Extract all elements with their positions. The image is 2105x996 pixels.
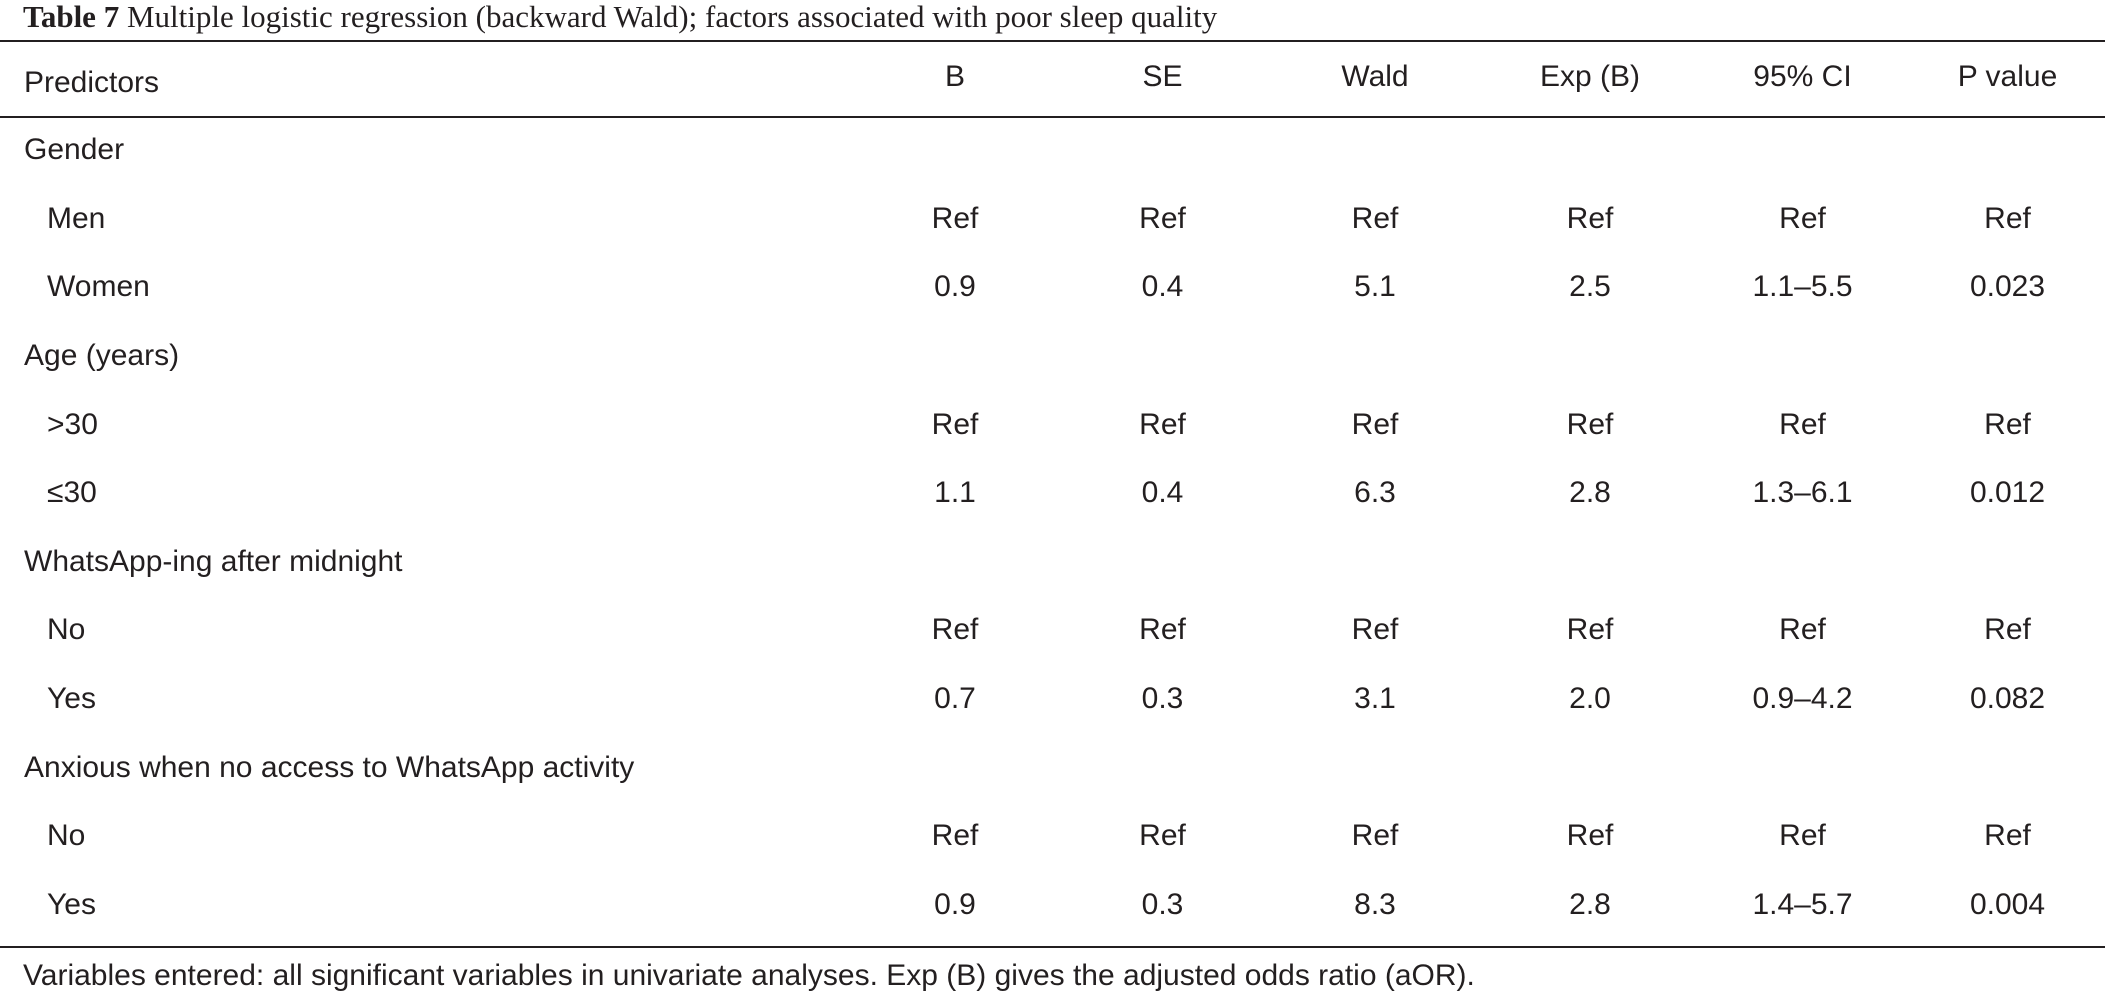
cell-95-ci: Ref	[1779, 613, 1826, 647]
cell-wald: Ref	[1351, 407, 1399, 441]
cell-wald: Ref	[1351, 819, 1399, 853]
cell-se: Ref	[1139, 407, 1186, 441]
cell-p-value: 0.023	[1969, 270, 2046, 304]
cell-b: Ref	[931, 613, 979, 647]
cell-exp-b: 2.0	[1569, 682, 1611, 716]
cell-p-value: Ref	[1984, 201, 2031, 235]
cell-exp-b: Ref	[1566, 201, 1614, 235]
cell-exp-b: 2.8	[1569, 476, 1611, 510]
cell-se: 0.3	[1141, 682, 1184, 716]
row-label: Yes	[47, 887, 96, 921]
table-row: Yes 0.7 0.3 3.1 2.0 0.9–4.2 0.082	[0, 665, 2105, 734]
table-bottom-rule	[0, 946, 2105, 948]
table-row: Women 0.9 0.4 5.1 2.5 1.1–5.5 0.023	[0, 253, 2105, 322]
cell-95-ci: Ref	[1779, 407, 1826, 441]
cell-p-value: 0.004	[1969, 887, 2046, 921]
table-group-row: WhatsApp-ing after midnight	[0, 528, 2105, 597]
cell-95-ci: 0.9–4.2	[1752, 682, 1853, 716]
table-body: Gender Men Ref Ref Ref Ref Ref Ref Women 0.9 0.4 5.…	[0, 116, 2105, 939]
cell-b: 0.9	[934, 270, 976, 304]
row-label: No	[47, 613, 86, 647]
table-header-rule	[0, 116, 2105, 118]
cell-p-value: Ref	[1984, 819, 2031, 853]
cell-b: 0.9	[934, 887, 976, 921]
table-header-row: Predictors B SE Wald Exp (B) 95% CI P va…	[0, 42, 2105, 116]
row-label: No	[47, 819, 86, 853]
cell-wald: Ref	[1351, 613, 1399, 647]
cell-wald: 3.1	[1354, 682, 1396, 716]
group-label: Anxious when no access to WhatsApp activ…	[24, 750, 635, 784]
header-se: SE	[1142, 60, 1183, 93]
header-b: B	[944, 60, 965, 93]
cell-95-ci: Ref	[1779, 819, 1826, 853]
header-p-value: P value	[1957, 60, 2058, 93]
row-label: Men	[47, 201, 106, 235]
table-top-rule	[0, 40, 2105, 42]
regression-table: Predictors B SE Wald Exp (B) 95% CI P va…	[0, 42, 2105, 939]
group-label: Gender	[24, 133, 125, 167]
cell-se: 0.4	[1141, 270, 1184, 304]
table-row: ≤30 1.1 0.4 6.3 2.8 1.3–6.1 0.012	[0, 459, 2105, 528]
cell-b: Ref	[931, 201, 979, 235]
cell-exp-b: Ref	[1566, 407, 1614, 441]
table-group-row: Gender	[0, 116, 2105, 185]
cell-exp-b: 2.5	[1569, 270, 1611, 304]
cell-se: 0.4	[1141, 476, 1184, 510]
cell-exp-b: 2.8	[1569, 887, 1611, 921]
group-label: Age (years)	[24, 339, 180, 373]
cell-se: Ref	[1139, 613, 1186, 647]
cell-p-value: 0.082	[1969, 682, 2046, 716]
table-row: >30 Ref Ref Ref Ref Ref Ref	[0, 390, 2105, 459]
cell-95-ci: Ref	[1779, 201, 1826, 235]
cell-p-value: Ref	[1984, 407, 2031, 441]
cell-wald: 5.1	[1354, 270, 1396, 304]
header-wald: Wald	[1341, 60, 1409, 93]
cell-b: 1.1	[934, 476, 976, 510]
cell-95-ci: 1.1–5.5	[1752, 270, 1853, 304]
row-label: Women	[47, 270, 150, 304]
table-caption: Table 7 Multiple logistic regression (ba…	[23, 0, 1217, 38]
header-95-ci: 95% CI	[1753, 60, 1852, 93]
row-label: >30	[47, 407, 98, 441]
table-row: Men Ref Ref Ref Ref Ref Ref	[0, 185, 2105, 254]
table-group-row: Age (years)	[0, 322, 2105, 391]
row-label: Yes	[47, 682, 96, 716]
cell-se: Ref	[1139, 819, 1186, 853]
cell-exp-b: Ref	[1566, 819, 1614, 853]
table-caption-label: Table 7	[23, 0, 120, 34]
cell-p-value: Ref	[1984, 613, 2031, 647]
cell-wald: Ref	[1351, 201, 1399, 235]
cell-exp-b: Ref	[1566, 613, 1614, 647]
header-predictors: Predictors	[24, 66, 160, 99]
cell-95-ci: 1.4–5.7	[1752, 887, 1853, 921]
header-exp-b: Exp (B)	[1539, 60, 1641, 93]
cell-wald: 6.3	[1354, 476, 1396, 510]
cell-b: Ref	[931, 407, 979, 441]
row-label: ≤30	[47, 476, 97, 510]
cell-b: 0.7	[934, 682, 976, 716]
table-group-row: Anxious when no access to WhatsApp activ…	[0, 733, 2105, 802]
table-footnote: Variables entered: all significant varia…	[23, 959, 1475, 992]
cell-95-ci: 1.3–6.1	[1752, 476, 1853, 510]
group-label: WhatsApp-ing after midnight	[24, 544, 403, 578]
cell-wald: 8.3	[1354, 887, 1396, 921]
cell-se: 0.3	[1141, 887, 1184, 921]
table-caption-text: Multiple logistic regression (backward W…	[126, 0, 1218, 34]
cell-b: Ref	[931, 819, 979, 853]
table-row: Yes 0.9 0.3 8.3 2.8 1.4–5.7 0.004	[0, 871, 2105, 940]
table-row: No Ref Ref Ref Ref Ref Ref	[0, 802, 2105, 871]
cell-p-value: 0.012	[1969, 476, 2046, 510]
table-row: No Ref Ref Ref Ref Ref Ref	[0, 596, 2105, 665]
cell-se: Ref	[1139, 201, 1186, 235]
